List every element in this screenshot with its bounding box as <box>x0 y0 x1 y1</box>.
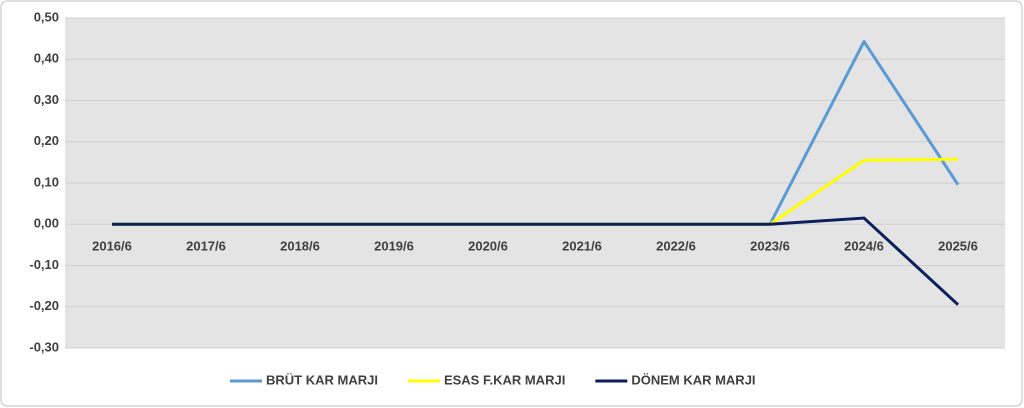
y-tick-label: -0,10 <box>29 257 59 272</box>
legend-label: BRÜT KAR MARJI <box>266 372 378 387</box>
series-line <box>112 216 960 306</box>
legend-label: ESAS F.KAR MARJI <box>444 372 565 387</box>
legend-label: DÖNEM KAR MARJI <box>631 372 755 387</box>
y-tick-label: 0,50 <box>34 9 59 24</box>
x-tick-label: 2023/6 <box>750 239 790 254</box>
x-tick-label: 2018/6 <box>280 239 320 254</box>
x-tick-label: 2017/6 <box>186 239 226 254</box>
x-tick-label: 2022/6 <box>656 239 696 254</box>
y-tick-label: -0,20 <box>29 298 59 313</box>
y-tick-label: 0,00 <box>34 216 59 231</box>
y-tick-label: 0,40 <box>34 51 59 66</box>
y-tick-label: 0,30 <box>34 92 59 107</box>
x-tick-label: 2021/6 <box>562 239 602 254</box>
y-tick-label: 0,20 <box>34 133 59 148</box>
x-tick-label: 2020/6 <box>468 239 508 254</box>
y-tick-label: 0,10 <box>34 174 59 189</box>
x-tick-label: 2019/6 <box>374 239 414 254</box>
y-tick-label: -0,30 <box>29 339 59 354</box>
x-tick-label: 2025/6 <box>938 239 978 254</box>
x-tick-label: 2016/6 <box>92 239 132 254</box>
x-tick-label: 2024/6 <box>844 239 884 254</box>
